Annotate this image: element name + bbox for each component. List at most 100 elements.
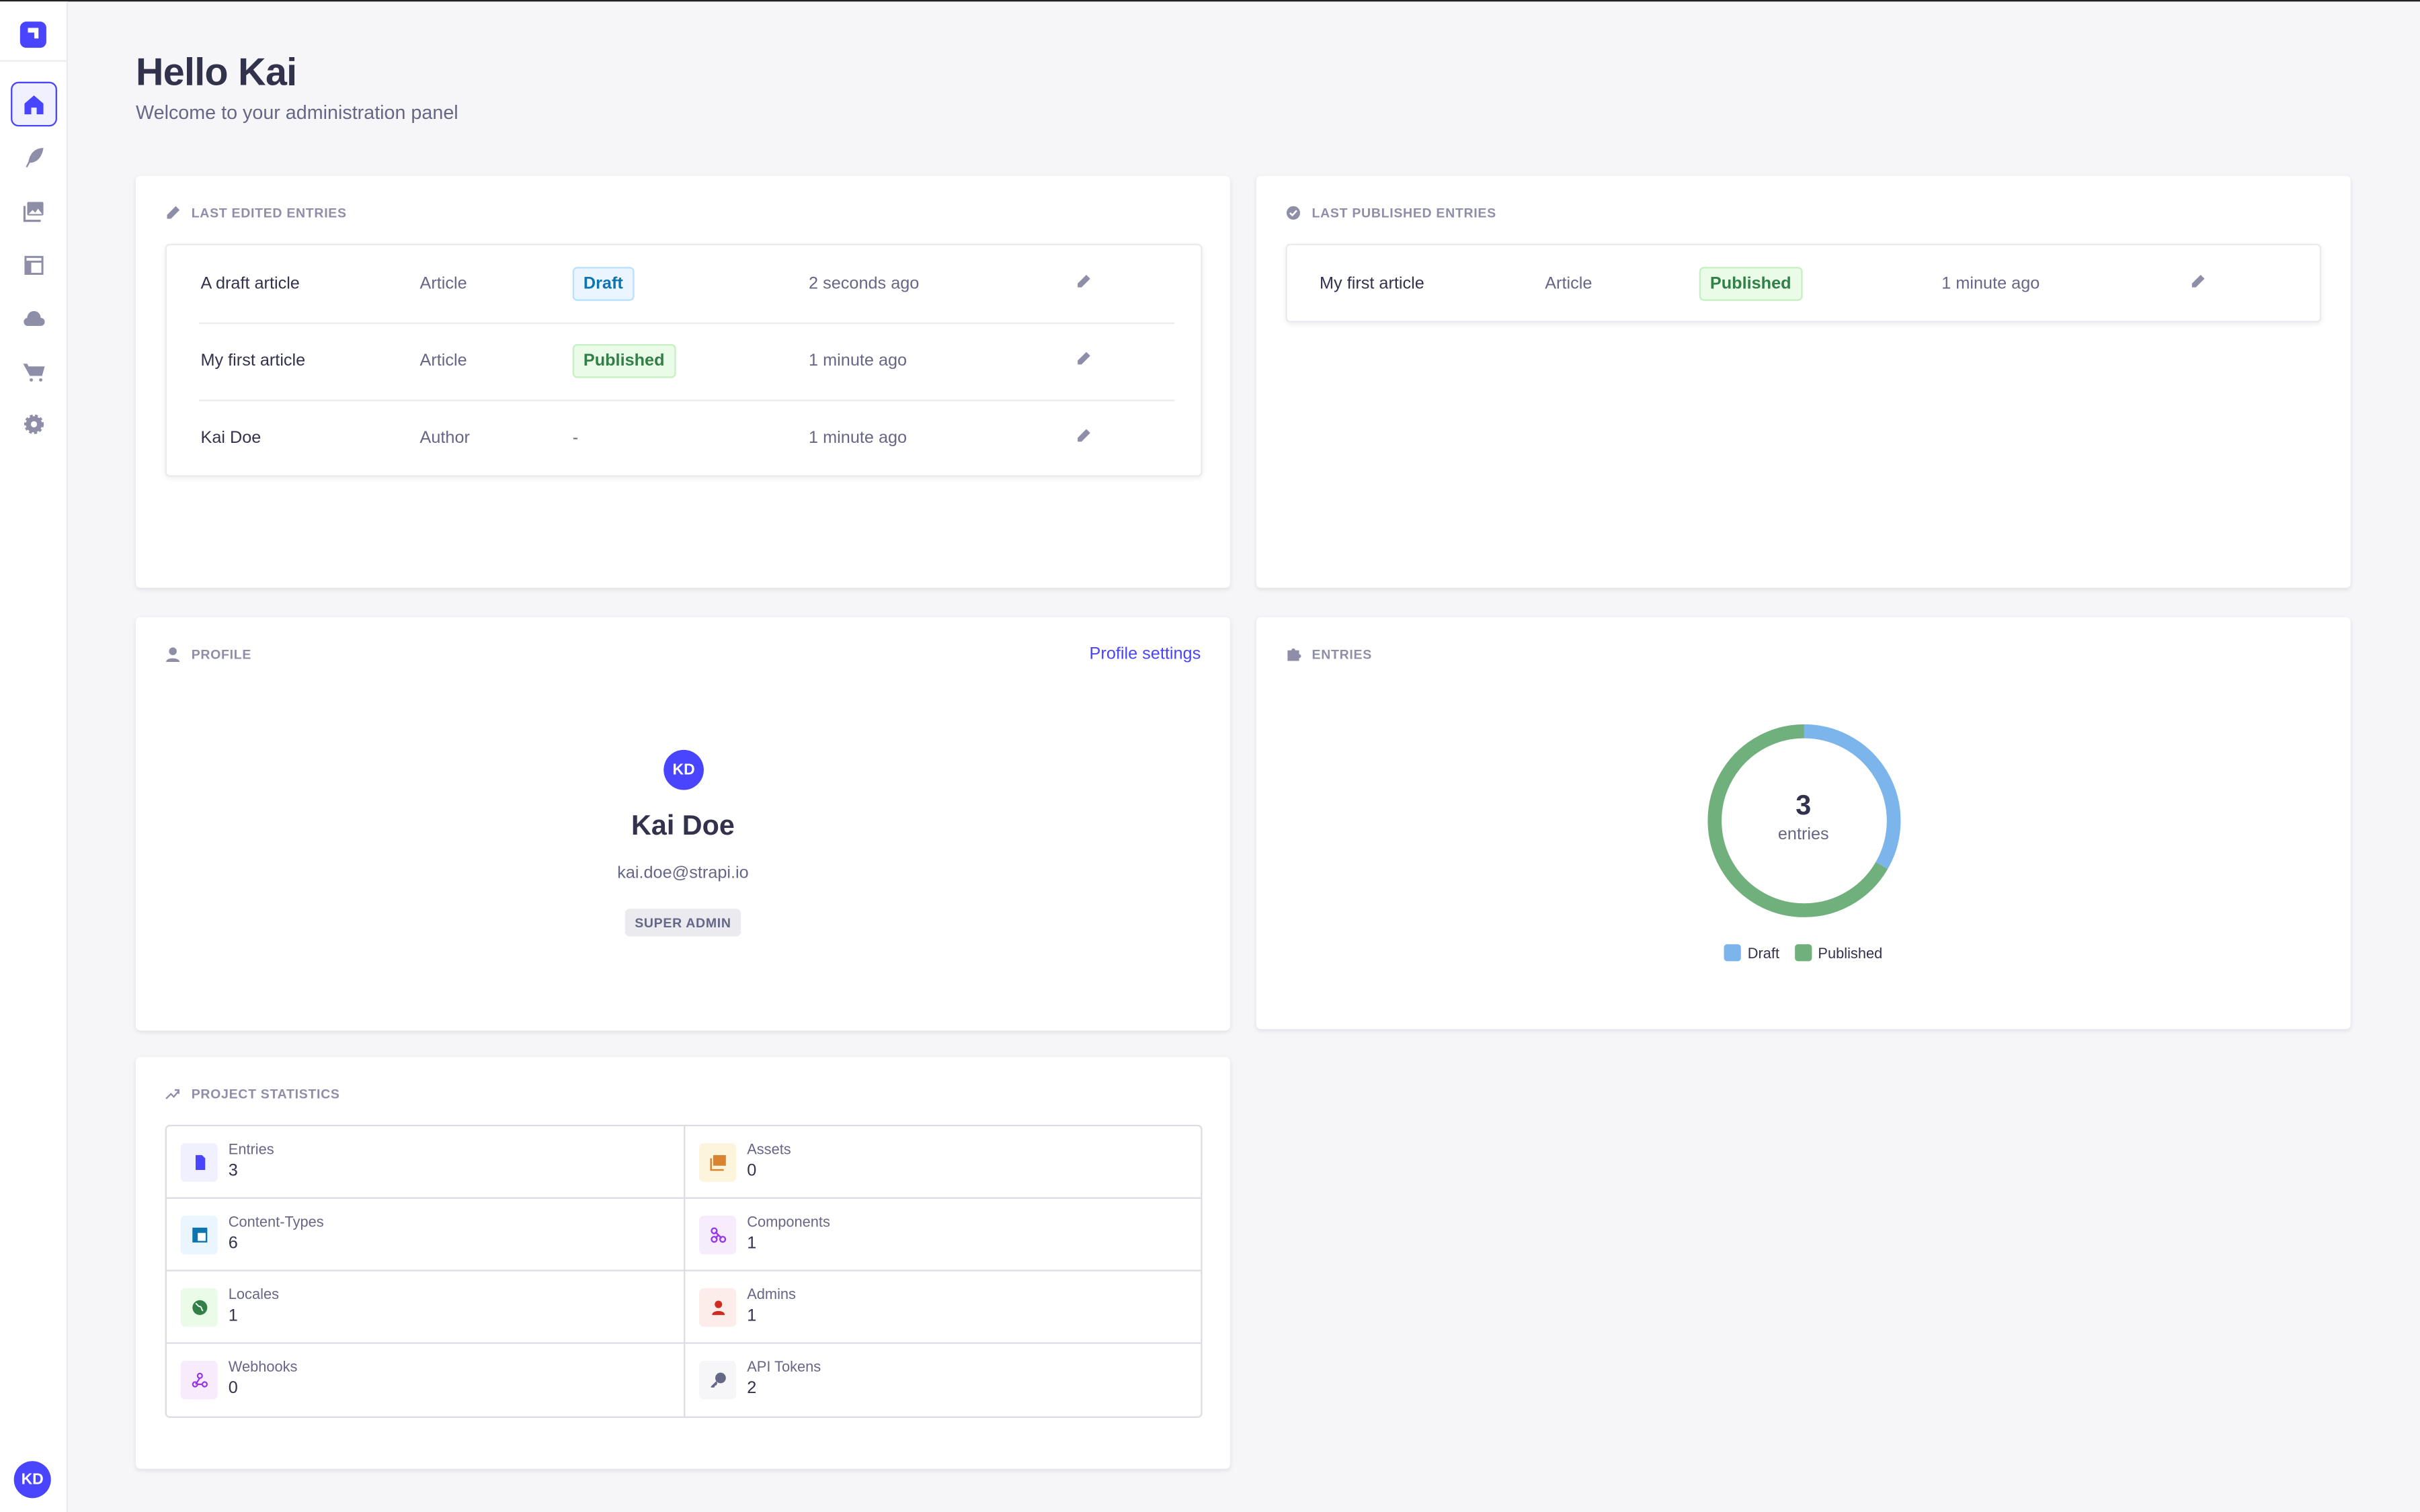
sidebar-item-media-library[interactable] <box>11 188 57 233</box>
legend-label: Draft <box>1747 946 1780 963</box>
sidebar-item-home[interactable] <box>11 81 57 127</box>
cart-icon <box>23 363 45 381</box>
webhook-icon <box>180 1361 218 1400</box>
entry-name: Kai Doe <box>200 429 261 448</box>
stat-entries: Entries 3 <box>166 1126 684 1199</box>
table-row[interactable]: My first article Article Published 1 minute… <box>1287 245 2320 323</box>
card-title: LAST PUBLISHED ENTRIES <box>1312 205 1496 221</box>
edit-pencil-icon[interactable] <box>1076 428 1091 448</box>
entry-name: A draft article <box>200 274 300 294</box>
profile-name: Kai Doe <box>631 810 735 841</box>
divider <box>0 60 67 62</box>
table-row[interactable]: Kai Doe Author - 1 minute ago <box>167 400 1201 477</box>
entry-updated: 2 seconds ago <box>809 274 920 294</box>
edit-pencil-icon[interactable] <box>1076 351 1091 371</box>
entry-status: Published <box>1699 267 1802 301</box>
sidebar-item-settings[interactable] <box>11 401 57 446</box>
profile-settings-link[interactable]: Profile settings <box>1089 644 1201 664</box>
legend-swatch <box>1724 944 1742 962</box>
card-title: PROFILE <box>191 646 252 662</box>
stat-label: Components <box>747 1214 830 1232</box>
role-badge: SUPER ADMIN <box>624 909 741 937</box>
trend-up-icon <box>165 1089 179 1099</box>
stat-value: 1 <box>228 1306 238 1326</box>
table-row[interactable]: My first article Article Published 1 minute… <box>167 323 1201 400</box>
legend-label: Published <box>1818 946 1883 963</box>
sidebar-item-marketplace[interactable] <box>11 349 57 394</box>
sidebar-item-content-type-builder[interactable] <box>11 242 57 287</box>
project-statistics-card: PROJECT STATISTICS Entries 3 Assets 0 Conten… <box>136 1056 1230 1469</box>
card-header: LAST PUBLISHED ENTRIES <box>1286 205 1496 220</box>
card-header: ENTRIES <box>1286 646 1372 662</box>
statistics-grid: Entries 3 Assets 0 Content-Types 6 Components 1… <box>165 1124 1203 1418</box>
stat-label: Assets <box>747 1141 791 1159</box>
images-icon <box>699 1143 737 1182</box>
entries-card: ENTRIES 3 entries Draft Published <box>1256 617 2351 1030</box>
status-empty: - <box>572 429 579 448</box>
profile-email: kai.doe@strapi.io <box>617 864 749 883</box>
strapi-logo[interactable] <box>19 22 46 48</box>
stat-api-tokens: API Tokens 2 <box>684 1343 1201 1417</box>
card-title: PROJECT STATISTICS <box>191 1086 340 1102</box>
card-header: PROFILE <box>165 646 251 662</box>
sidebar-item-cloud[interactable] <box>11 295 57 340</box>
stat-label: API Tokens <box>747 1359 821 1376</box>
card-header: LAST EDITED ENTRIES <box>165 205 347 220</box>
edit-pencil-icon[interactable] <box>2190 274 2206 294</box>
entries-donut-chart <box>1707 724 1901 917</box>
sidebar: KD <box>0 1 69 1512</box>
layout-icon <box>180 1216 218 1255</box>
page-subtitle: Welcome to your administration panel <box>136 101 458 124</box>
stat-label: Entries <box>228 1141 274 1159</box>
status-badge: Draft <box>572 267 634 301</box>
legend-item-draft[interactable]: Draft <box>1724 944 1779 963</box>
last-edited-table: A draft article Article Draft 2 seconds ago… <box>165 243 1203 477</box>
user-icon <box>166 647 180 662</box>
stat-label: Webhooks <box>228 1359 298 1376</box>
last-published-card: LAST PUBLISHED ENTRIES My first article A… <box>1256 175 2351 588</box>
house-icon <box>24 94 44 114</box>
pencil-icon <box>167 206 180 219</box>
stat-value: 2 <box>747 1379 757 1398</box>
status-badge: Published <box>1699 267 1802 301</box>
entries-unit: entries <box>1777 825 1829 844</box>
chart-legend: Draft Published <box>1256 944 2351 963</box>
entry-name: My first article <box>200 351 306 371</box>
stat-label: Admins <box>747 1286 796 1304</box>
globe-icon <box>180 1288 218 1327</box>
stat-value: 1 <box>747 1234 757 1253</box>
key-icon <box>699 1361 737 1400</box>
document-icon <box>180 1143 218 1182</box>
check-circle-icon <box>1286 206 1301 220</box>
donut-slice-published[interactable] <box>1707 724 1888 917</box>
entry-type: Author <box>419 429 470 448</box>
entry-type: Article <box>419 274 467 294</box>
legend-item-published[interactable]: Published <box>1794 944 1883 963</box>
stat-locales: Locales 1 <box>166 1271 684 1344</box>
profile-avatar: KD <box>663 749 704 790</box>
entry-updated: 1 minute ago <box>809 429 908 448</box>
entry-status: - <box>573 429 578 448</box>
images-icon <box>23 201 44 222</box>
user-avatar[interactable]: KD <box>13 1461 51 1499</box>
edit-pencil-icon[interactable] <box>1076 274 1091 294</box>
profile-card: PROFILE Profile settings KD Kai Doe kai.… <box>136 617 1230 1031</box>
row-divider <box>199 322 1175 325</box>
sidebar-item-content-manager[interactable] <box>11 134 57 179</box>
stat-assets: Assets 0 <box>684 1126 1201 1199</box>
entry-type: Article <box>1545 274 1592 294</box>
entry-name: My first article <box>1320 274 1424 294</box>
stat-content-types: Content-Types 6 <box>166 1199 684 1271</box>
table-row[interactable]: A draft article Article Draft 2 seconds ago <box>167 245 1201 323</box>
entry-status: Published <box>572 343 676 378</box>
entry-updated: 1 minute ago <box>1941 274 2040 294</box>
stat-value: 3 <box>228 1161 238 1181</box>
user-icon <box>699 1288 737 1327</box>
stat-value: 1 <box>747 1306 757 1326</box>
stat-webhooks: Webhooks 0 <box>167 1344 684 1417</box>
cloud-icon <box>24 310 45 325</box>
puzzle-icon <box>1287 648 1301 661</box>
entries-total: 3 <box>1796 790 1812 821</box>
stat-admins: Admins 1 <box>684 1271 1201 1344</box>
donut-slice-draft[interactable] <box>1804 724 1901 870</box>
